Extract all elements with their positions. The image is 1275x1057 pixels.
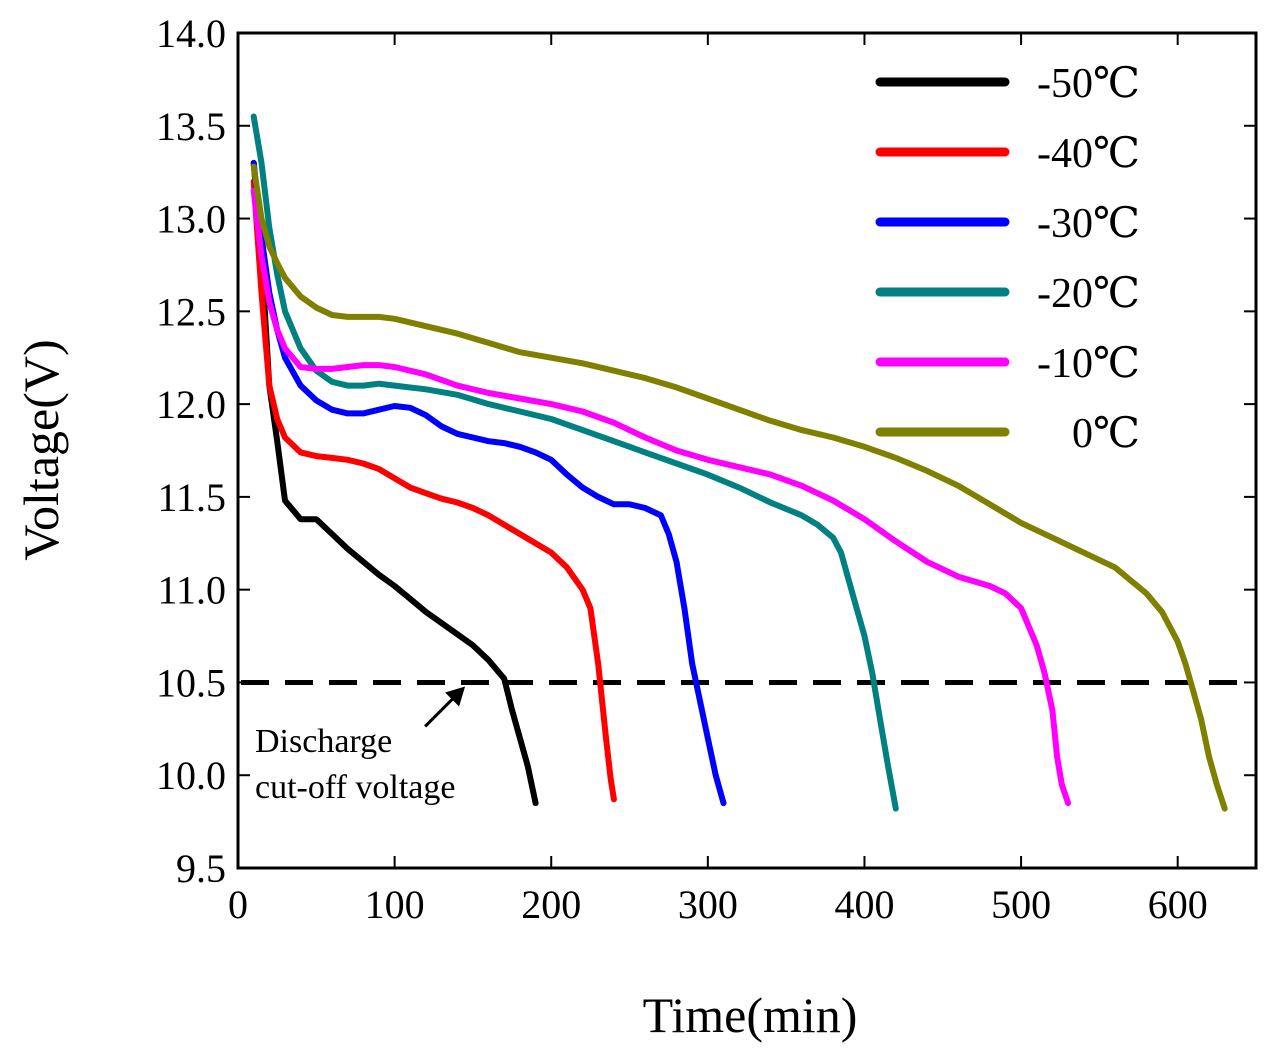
legend-label-6: 0℃ [1072,411,1140,457]
annotation-arrowhead [445,686,466,707]
y-tick-label: 11.0 [157,568,226,613]
series-line-2 [250,178,617,803]
annotation-text-line-1: Discharge [255,723,392,760]
x-tick-label: 200 [521,882,581,927]
y-tick-label: 14.0 [156,11,226,56]
x-tick-label: 300 [678,882,738,927]
legend-label-2: -40℃ [1037,131,1140,177]
cutoff-annotation: Discharge cut-off voltage [255,686,466,806]
x-tick-label: 100 [365,882,425,927]
tick-labels: 0 100 200 300 400 500 600 9.5 10.0 10.5 11.0 11.5 12… [156,11,1208,927]
legend-label-3: -30℃ [1037,201,1140,247]
legend-label-1: -50℃ [1037,61,1140,107]
x-tick-label: 600 [1148,882,1208,927]
y-tick-label: 10.5 [156,660,226,705]
x-axis-title: Time(min) [643,987,858,1043]
y-tick-label: 13.5 [156,104,226,149]
legend: -50℃ -40℃ -30℃ -20℃ -10℃ 0℃ [875,61,1140,457]
y-tick-label: 12.0 [156,382,226,427]
y-tick-label: 9.5 [176,846,226,891]
legend-label-5: -10℃ [1037,341,1140,387]
plot-frame [236,31,1258,870]
series-line-3 [250,159,727,807]
series-group [250,113,1228,812]
y-tick-label: 10.0 [156,753,226,798]
legend-label-4: -20℃ [1037,271,1140,317]
axis-ticks [237,32,1256,869]
series-line-5 [250,187,1072,807]
y-tick-label: 11.5 [157,475,226,520]
x-tick-label: 500 [991,882,1051,927]
series-line-6 [250,163,1228,812]
y-tick-label: 12.5 [156,289,226,334]
y-tick-label: 13.0 [156,197,226,242]
y-axis-title: Voltage(V) [13,339,69,560]
x-tick-label: 0 [228,882,248,927]
series-line-4 [250,113,899,812]
series-line-1 [250,159,539,807]
x-tick-label: 400 [834,882,894,927]
annotation-text-line-2: cut-off voltage [255,769,455,806]
